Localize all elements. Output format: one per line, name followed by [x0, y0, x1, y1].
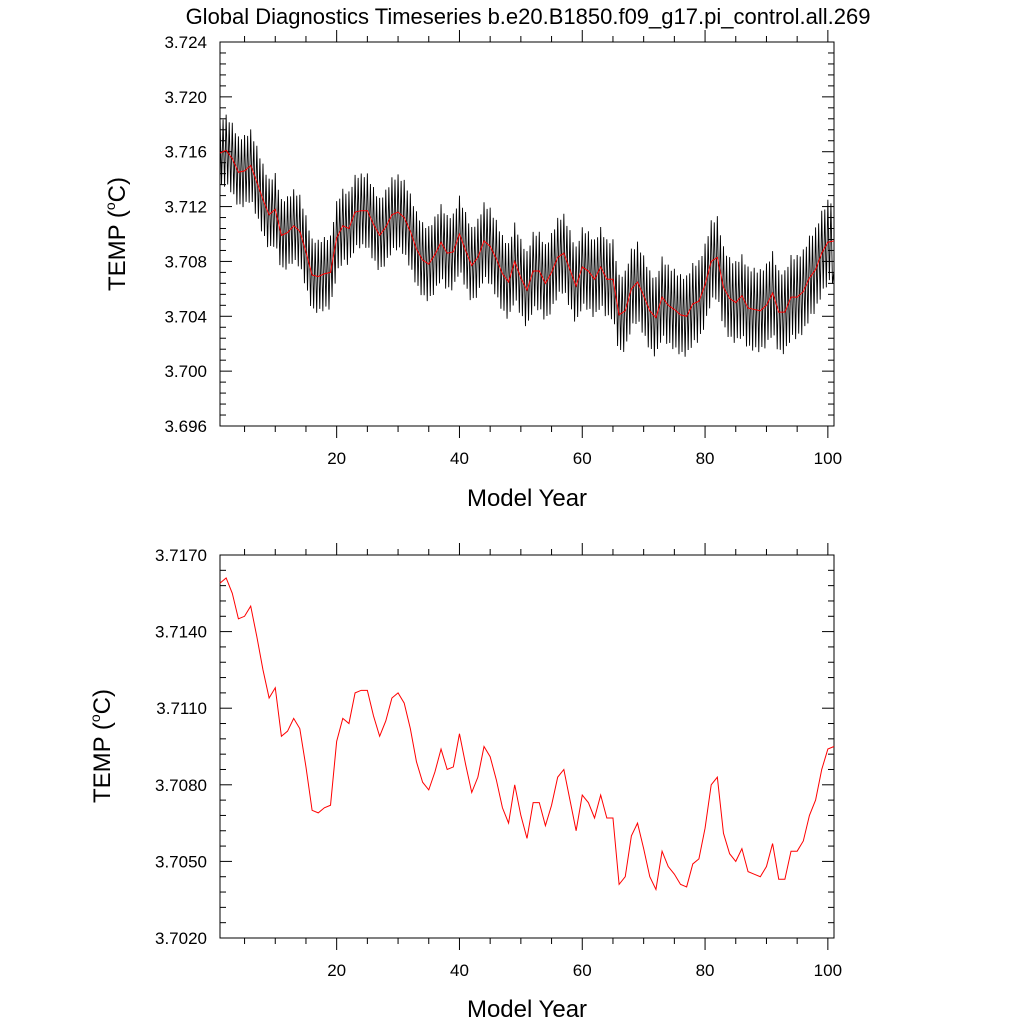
y-tick-label: 3.7050: [155, 852, 207, 871]
x-tick-label: 60: [573, 449, 592, 468]
chart-title: Global Diagnostics Timeseries b.e20.B185…: [186, 4, 871, 29]
y-tick-label: 3.700: [164, 362, 207, 381]
x-tick-label: 100: [814, 961, 842, 980]
y-axis-label: TEMP (oC): [102, 177, 131, 291]
x-tick-labels: 20 40 60 80 100: [327, 961, 842, 980]
y-tick-label: 3.696: [164, 417, 207, 436]
x-tick-label: 40: [450, 961, 469, 980]
bottom-panel: 3.7020 3.7050 3.7080 3.7110 3.7140 3.7170 20 4…: [87, 543, 842, 1023]
y-tick-label: 3.704: [164, 307, 207, 326]
y-tick-label: 3.7140: [155, 623, 207, 642]
x-tick-labels: 20 40 60 80 100: [327, 449, 842, 468]
x-tick-label: 20: [327, 449, 346, 468]
axis-ticks: [220, 30, 834, 438]
plot-lines: [219, 577, 835, 892]
y-tick-label: 3.7080: [155, 776, 207, 795]
x-tick-label: 80: [696, 449, 715, 468]
y-axis-label: TEMP (oC): [87, 689, 116, 803]
y-tick-labels: 3.696 3.700 3.704 3.708 3.712 3.716 3.720 3.724: [164, 33, 207, 436]
y-tick-label: 3.7170: [155, 546, 207, 565]
x-tick-label: 20: [327, 961, 346, 980]
axis-ticks: [220, 543, 834, 950]
x-tick-label: 100: [814, 449, 842, 468]
monthly-series-line: [219, 114, 835, 357]
y-tick-label: 3.720: [164, 88, 207, 107]
x-tick-label: 60: [573, 961, 592, 980]
top-panel: 3.696 3.700 3.704 3.708 3.712 3.716 3.720 3.724…: [102, 30, 842, 512]
y-tick-labels: 3.7020 3.7050 3.7080 3.7110 3.7140 3.7170: [155, 546, 207, 948]
y-tick-label: 3.724: [164, 33, 207, 52]
plot-lines: [219, 114, 835, 357]
y-tick-label: 3.7110: [156, 699, 207, 718]
y-tick-label: 3.716: [164, 143, 207, 162]
x-axis-label: Model Year: [467, 485, 587, 512]
x-tick-label: 80: [696, 961, 715, 980]
plot-frame: [219, 554, 835, 939]
x-tick-label: 40: [450, 449, 469, 468]
y-tick-label: 3.708: [164, 252, 207, 271]
x-axis-label: Model Year: [467, 996, 587, 1023]
annual-mean-series-line: [219, 577, 835, 892]
plot-frame: [219, 41, 835, 427]
annual-mean-series-line: [219, 149, 835, 319]
y-tick-label: 3.7020: [155, 929, 207, 948]
y-tick-label: 3.712: [164, 198, 207, 217]
